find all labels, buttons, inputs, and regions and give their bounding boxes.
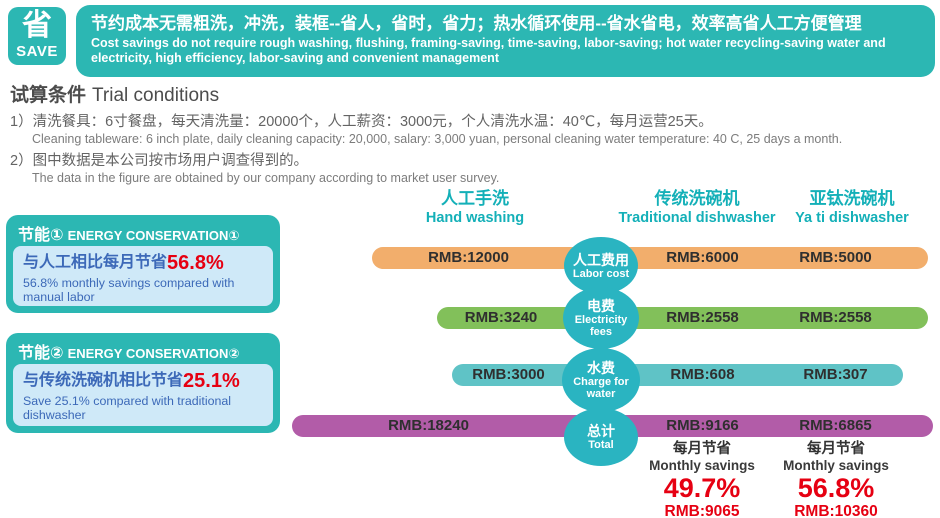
row-circle-total: 总计 Total — [564, 408, 638, 466]
save-badge-en: SAVE — [16, 43, 58, 60]
header-banner: 节约成本无需粗洗，冲洗，装框--省人，省时，省力；热水循环使用--省水省电，效率… — [76, 5, 935, 77]
row-label-labor-en: Labor cost — [572, 267, 630, 280]
column-2-en: Traditional dishwasher — [618, 210, 776, 226]
energy-box-1-highlight: 与人工相比每月节省 56.8% — [23, 252, 263, 274]
savings-1-percent: 49.7% — [663, 473, 741, 503]
bar-labor-cost — [372, 247, 928, 269]
row-circle-water: 水费 Charge for water — [562, 348, 640, 412]
energy-box-1-line-zh: 与人工相比每月节省 — [23, 254, 168, 271]
energy-box-2-header: 节能② ENERGY CONSERVATION② — [6, 333, 280, 367]
bar-electricity-fees — [437, 307, 928, 329]
header-title-en: Cost savings do not require rough washin… — [91, 36, 886, 65]
savings-2-amount: RMB:10360 — [794, 503, 878, 518]
energy-box-2-line-zh: 与传统洗碗机相比节省 — [23, 372, 184, 389]
value-electricity-yati: RMB:2558 — [799, 309, 872, 326]
column-header-traditional-dishwasher: 传统洗碗机 Traditional dishwasher — [618, 189, 775, 227]
energy-box-2-title-zh: 节能② — [18, 345, 64, 362]
energy-box-2-title-en: ENERGY CONSERVATION② — [67, 346, 240, 361]
row-label-electricity-en: Electricity fees — [574, 314, 628, 338]
trial-conditions-heading: 试算条件 Trial conditions — [10, 84, 935, 108]
value-labor-traditional: RMB:6000 — [666, 249, 739, 266]
energy-conservation-box-2: 节能② ENERGY CONSERVATION② 与传统洗碗机相比节省 25.1% … — [6, 333, 280, 433]
trial-item2-zh: 2）图中数据是本公司按市场用户调查得到的。 — [10, 153, 309, 169]
energy-box-2-highlight: 与传统洗碗机相比节省 25.1% — [23, 370, 263, 392]
monthly-savings-yati: 每月节省 Monthly savings 56.8% RMB:10360 — [783, 441, 889, 518]
monthly-savings-traditional: 每月节省 Monthly savings 49.7% RMB:9065 — [649, 441, 755, 518]
trial-item2-en: The data in the figure are obtained by o… — [32, 171, 500, 185]
value-water-hand: RMB:3000 — [472, 366, 545, 383]
row-label-electricity-zh: 电费 — [587, 298, 615, 314]
trial-item1-zh: 1）清洗餐具：6寸餐盘，每天清洗量：20000个，人工薪资：3000元，个人清洗… — [10, 114, 713, 130]
value-water-traditional: RMB:608 — [670, 366, 735, 383]
savings-2-label-zh: 每月节省 — [806, 441, 865, 457]
energy-box-2-value: 25.1% — [183, 370, 240, 392]
value-electricity-hand: RMB:3240 — [464, 309, 538, 326]
value-total-hand: RMB:18240 — [388, 417, 469, 434]
energy-box-1-desc: 56.8% monthly savings compared with manu… — [23, 276, 235, 304]
column-1-en: Hand washing — [425, 210, 525, 226]
energy-box-1-title-en: ENERGY CONSERVATION① — [67, 228, 240, 243]
savings-2-percent: 56.8% — [797, 473, 875, 503]
column-header-hand-washing: 人工手洗 Hand washing — [426, 189, 524, 227]
trial-item1-en: Cleaning tableware: 6 inch plate, daily … — [32, 132, 843, 146]
energy-box-1-value: 56.8% — [167, 252, 224, 274]
row-circle-electricity: 电费 Electricity fees — [563, 287, 639, 349]
value-water-yati: RMB:307 — [803, 366, 868, 383]
row-label-total-zh: 总计 — [587, 423, 615, 439]
column-header-yati-dishwasher: 亚钛洗碗机 Ya ti dishwasher — [795, 189, 909, 227]
savings-1-label-zh: 每月节省 — [672, 441, 731, 457]
column-3-zh: 亚钛洗碗机 — [809, 189, 895, 208]
column-2-zh: 传统洗碗机 — [654, 189, 740, 208]
column-1-zh: 人工手洗 — [440, 189, 509, 208]
header-title-zh: 节约成本无需粗洗，冲洗，装框--省人，省时，省力；热水循环使用--省水省电，效率… — [91, 14, 862, 33]
energy-conservation-box-1: 节能① ENERGY CONSERVATION① 与人工相比每月节省 56.8% 5… — [6, 215, 280, 313]
energy-box-1-title-zh: 节能① — [18, 227, 64, 244]
value-total-yati: RMB:6865 — [799, 417, 872, 434]
savings-1-amount: RMB:9065 — [664, 503, 740, 518]
energy-box-1-header: 节能① ENERGY CONSERVATION① — [6, 215, 280, 249]
trial-heading-zh: 试算条件 — [10, 85, 87, 106]
savings-2-label-en: Monthly savings — [783, 458, 889, 473]
value-labor-hand: RMB:12000 — [428, 249, 509, 266]
row-label-total-en: Total — [588, 439, 614, 451]
value-labor-yati: RMB:5000 — [799, 249, 872, 266]
energy-box-2-desc: Save 25.1% compared with traditional dis… — [23, 394, 232, 422]
value-electricity-traditional: RMB:2558 — [666, 309, 739, 326]
save-badge: 省 SAVE — [8, 7, 66, 65]
savings-1-label-en: Monthly savings — [649, 458, 755, 473]
column-3-en: Ya ti dishwasher — [795, 210, 909, 226]
save-badge-zh: 省 — [22, 9, 52, 42]
row-label-labor-zh: 人工费用 — [573, 251, 629, 268]
trial-conditions-section: 试算条件 Trial conditions 1）清洗餐具：6寸餐盘，每天清洗量：2… — [10, 84, 935, 186]
trial-heading-en: Trial conditions — [92, 85, 220, 106]
energy-box-1-body: 与人工相比每月节省 56.8% 56.8% monthly savings com… — [13, 246, 273, 306]
energy-box-2-body: 与传统洗碗机相比节省 25.1% Save 25.1% compared with… — [13, 364, 273, 426]
value-total-traditional: RMB:9166 — [666, 417, 739, 434]
row-circle-labor-cost: 人工费用 Labor cost — [564, 237, 638, 294]
row-label-water-en: Charge for water — [573, 376, 629, 400]
row-label-water-zh: 水费 — [587, 360, 615, 376]
